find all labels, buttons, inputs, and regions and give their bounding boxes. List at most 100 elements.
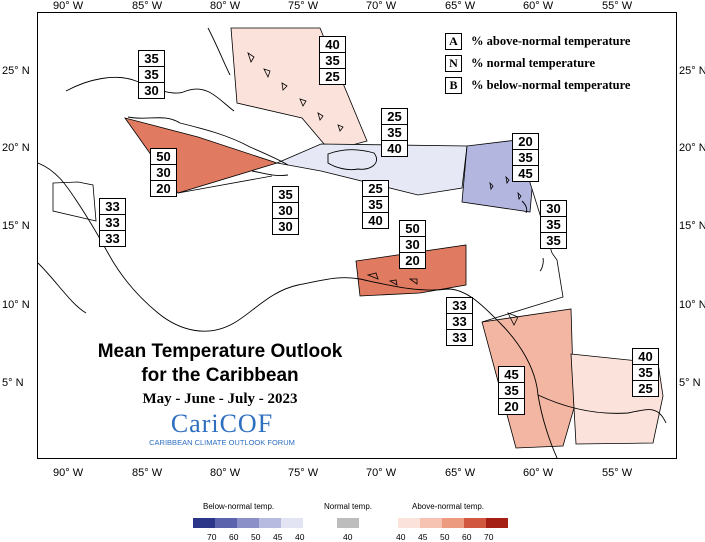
prob-normal: 35 bbox=[382, 125, 407, 141]
lat-tick-left: 20° N bbox=[2, 142, 30, 154]
below-scale-swatch bbox=[281, 518, 303, 528]
prob-below: 25 bbox=[638, 381, 653, 396]
above-scale-label: 45 bbox=[418, 532, 428, 542]
prob-below: 45 bbox=[518, 166, 533, 181]
below-scale-label: 60 bbox=[229, 532, 239, 542]
prob-normal: 35 bbox=[513, 150, 538, 166]
lon-tick-top: 60° W bbox=[523, 0, 554, 12]
zone-cayman-west-cuba bbox=[124, 117, 279, 194]
legend-text: % normal temperature bbox=[471, 55, 596, 70]
prob-box-cuba-north: 35 35 30 bbox=[138, 50, 165, 99]
prob-box-jamaica: 35 30 30 bbox=[272, 186, 299, 235]
legend-row: N % normal temperature bbox=[445, 52, 660, 74]
zone-hispaniola bbox=[275, 143, 468, 196]
prob-above: 25 bbox=[382, 109, 407, 125]
prob-above: 50 bbox=[151, 149, 176, 165]
caricof-logo: CariCOF CARIBBEAN CLIMATE OUTLOOK FORUM bbox=[137, 409, 307, 448]
lon-tick-bottom: 80° W bbox=[210, 467, 241, 479]
logo-subtitle: CARIBBEAN CLIMATE OUTLOOK FORUM bbox=[149, 438, 295, 447]
prob-box-abc-islands: 50 30 20 bbox=[399, 220, 426, 269]
prob-box-hispaniola-south: 25 35 40 bbox=[362, 180, 389, 229]
lat-tick-right: 20° N bbox=[679, 142, 705, 154]
small-islands bbox=[247, 52, 522, 326]
below-scale-swatch bbox=[237, 518, 259, 528]
prob-above: 50 bbox=[400, 221, 425, 237]
prob-box-cayman-west-cuba: 50 30 20 bbox=[150, 148, 177, 197]
lat-tick-right: 15° N bbox=[679, 220, 705, 232]
prob-normal: 35 bbox=[633, 365, 658, 381]
prob-box-belize-yucatan: 33 33 33 bbox=[99, 198, 126, 247]
prob-normal: 33 bbox=[447, 314, 472, 330]
prob-above: 35 bbox=[139, 51, 164, 67]
normal-scale-title: Normal temp. bbox=[324, 502, 373, 511]
prob-below: 30 bbox=[144, 83, 159, 98]
below-scale-label: 40 bbox=[295, 532, 305, 542]
above-scale-swatch bbox=[442, 518, 464, 528]
prob-box-trinidad: 33 33 33 bbox=[446, 297, 473, 346]
prob-below: 30 bbox=[278, 219, 293, 234]
zone-bahamas bbox=[230, 27, 368, 152]
prob-normal: 35 bbox=[363, 197, 388, 213]
prob-below: 33 bbox=[452, 330, 467, 345]
prob-normal: 30 bbox=[151, 165, 176, 181]
prob-below: 20 bbox=[156, 181, 171, 196]
prob-below: 35 bbox=[546, 233, 561, 248]
normal-scale-swatch bbox=[337, 518, 359, 528]
normal-scale-label: 40 bbox=[343, 532, 353, 542]
prob-above: 33 bbox=[100, 199, 125, 215]
above-scale-label: 60 bbox=[462, 532, 472, 542]
title-line-1: Mean Temperature Outlook bbox=[97, 341, 343, 362]
lon-tick-top: 65° W bbox=[445, 0, 476, 12]
prob-normal: 35 bbox=[541, 217, 566, 233]
below-scale-label: 45 bbox=[273, 532, 283, 542]
lat-tick-left: 15° N bbox=[2, 220, 30, 232]
prob-below: 40 bbox=[387, 141, 402, 156]
above-scale-swatch bbox=[486, 518, 508, 528]
prob-above: 45 bbox=[499, 367, 524, 383]
legend-row: A % above-normal temperature bbox=[445, 30, 660, 52]
zone-belize-outline bbox=[52, 181, 97, 222]
prob-normal: 35 bbox=[139, 67, 164, 83]
lat-tick-right: 5° N bbox=[679, 377, 701, 389]
lat-tick-right: 25° N bbox=[679, 65, 705, 77]
prob-normal: 35 bbox=[320, 53, 345, 69]
prob-normal: 30 bbox=[273, 203, 298, 219]
below-scale-swatch bbox=[193, 518, 215, 528]
prob-below: 20 bbox=[504, 399, 519, 414]
above-scale-label: 40 bbox=[396, 532, 406, 542]
prob-box-windward-islands: 30 35 35 bbox=[540, 200, 567, 249]
lon-tick-top: 75° W bbox=[288, 0, 319, 12]
prob-normal: 30 bbox=[400, 237, 425, 253]
lon-tick-bottom: 90° W bbox=[53, 467, 84, 479]
prob-normal: 35 bbox=[499, 383, 524, 399]
lat-tick-left: 5° N bbox=[2, 377, 24, 389]
prob-normal: 33 bbox=[100, 215, 125, 231]
logo-name: CariCOF bbox=[170, 409, 274, 438]
lon-tick-top: 55° W bbox=[602, 0, 633, 12]
below-scale-swatch bbox=[215, 518, 237, 528]
zone-jamaica-outline bbox=[177, 175, 273, 194]
prob-below: 20 bbox=[405, 253, 420, 268]
above-scale-label: 50 bbox=[440, 532, 450, 542]
legend-text: % above-normal temperature bbox=[471, 33, 631, 48]
prob-box-guyana: 45 35 20 bbox=[498, 366, 525, 415]
prob-below: 40 bbox=[368, 213, 383, 228]
zone-guyana bbox=[481, 308, 575, 449]
above-scale-swatch bbox=[420, 518, 442, 528]
lon-tick-top: 80° W bbox=[210, 0, 241, 12]
lon-tick-top: 70° W bbox=[366, 0, 397, 12]
above-scale-swatch bbox=[464, 518, 486, 528]
prob-box-hispaniola-north: 25 35 40 bbox=[381, 108, 408, 157]
lon-tick-bottom: 75° W bbox=[288, 467, 319, 479]
lon-tick-top: 85° W bbox=[132, 0, 163, 12]
legend: A % above-normal temperature N % normal tem… bbox=[445, 30, 660, 96]
title-line-2: for the Caribbean bbox=[141, 365, 299, 386]
legend-key: A bbox=[445, 32, 462, 50]
prob-above: 33 bbox=[447, 298, 472, 314]
below-scale-swatch bbox=[259, 518, 281, 528]
prob-box-bahamas: 40 35 25 bbox=[319, 36, 346, 85]
lon-tick-bottom: 65° W bbox=[445, 467, 476, 479]
below-scale-label: 70 bbox=[207, 532, 217, 542]
period-label: May - June - July - 2023 bbox=[142, 391, 298, 407]
lat-tick-right: 10° N bbox=[679, 299, 705, 311]
